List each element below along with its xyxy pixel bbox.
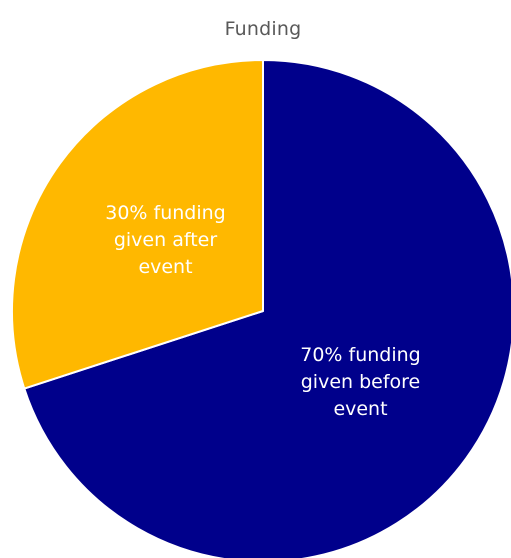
slice-label-line: given after <box>114 229 217 251</box>
pie-slice-2 <box>10 59 264 390</box>
slice-label-2: 30% funding given after event <box>105 202 226 278</box>
slice-label-line: event <box>333 398 387 420</box>
slice-label-line: 30% funding <box>105 202 226 224</box>
slice-label-line: event <box>138 256 192 278</box>
slice-label-line: 70% funding <box>300 344 421 366</box>
pie-slice-1 <box>23 59 511 558</box>
slice-label-1: 70% funding given before event <box>300 344 421 420</box>
slice-label-line: given before <box>301 371 421 393</box>
pie-labels: 70% funding given before event 30% funding g… <box>105 202 421 420</box>
pie-slices <box>10 59 511 558</box>
chart-title: Funding <box>224 18 302 40</box>
